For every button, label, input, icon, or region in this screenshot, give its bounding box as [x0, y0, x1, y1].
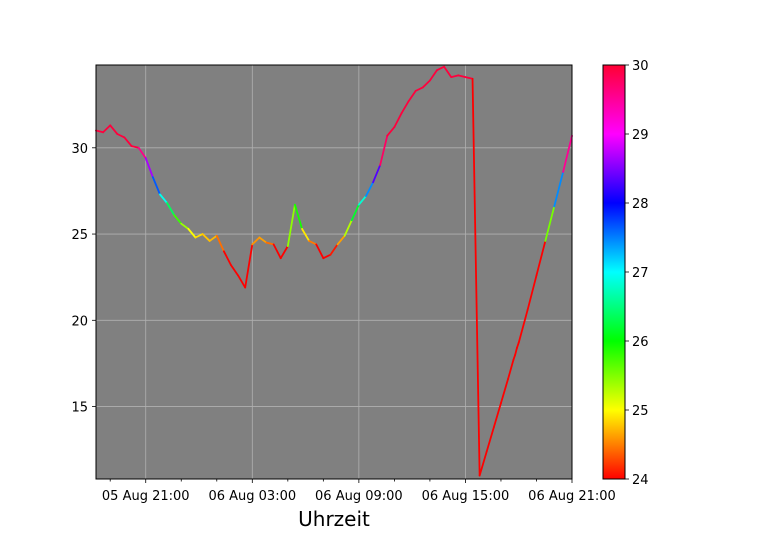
colorbar-tick-label: 26: [632, 335, 649, 350]
series-segment: [485, 426, 495, 453]
series-segment: [265, 241, 275, 246]
series-segment: [315, 243, 325, 260]
series-segment: [123, 136, 133, 147]
series-segment: [336, 234, 346, 246]
series-segment: [102, 124, 112, 134]
x-tick-label: 06 Aug 09:00: [315, 489, 403, 504]
series-segment: [365, 181, 374, 198]
y-tick-label: 30: [71, 142, 88, 157]
series-segment: [464, 76, 474, 80]
colorbar-tick-label: 30: [632, 59, 649, 74]
series-segment: [526, 274, 538, 311]
colorbar: [602, 64, 626, 480]
series-segment: [187, 227, 197, 239]
series-segment: [215, 234, 225, 253]
series-segment: [230, 264, 239, 277]
series-segment: [151, 176, 161, 196]
y-tick-label: 20: [71, 314, 88, 329]
series-segment: [372, 164, 382, 184]
x-tick-label: 06 Aug 21:00: [528, 489, 616, 504]
series-segment: [166, 202, 176, 216]
series-segment: [514, 346, 518, 356]
series-segment: [457, 74, 467, 78]
colorbar-tick-label: 27: [632, 266, 649, 281]
series-segment: [116, 133, 126, 139]
y-tick-label: 15: [71, 401, 88, 416]
x-tick-label: 05 Aug 21:00: [102, 489, 190, 504]
series-segment: [279, 245, 289, 260]
series-segment: [301, 227, 311, 242]
y-tick-label: 25: [71, 228, 88, 243]
series-segment: [180, 222, 190, 230]
series-segment: [272, 243, 282, 260]
series-segment: [386, 126, 396, 137]
plot-frame: [95, 64, 573, 480]
series-segment: [544, 205, 556, 242]
colorbar-axis: 24 25 26 27 28 29 30: [625, 59, 649, 488]
series-segment: [535, 240, 547, 277]
series-segment: [517, 309, 529, 344]
series-segment: [512, 353, 517, 361]
series-segment: [194, 233, 204, 239]
x-tick-label: 06 Aug 15:00: [422, 489, 510, 504]
series-segment: [436, 65, 446, 72]
series-segment: [173, 214, 183, 225]
series-segment: [516, 341, 520, 349]
series-segment: [201, 233, 211, 242]
series-segment: [294, 203, 303, 230]
series-segment: [450, 74, 460, 78]
series-segment: [286, 203, 296, 248]
series-segment: [507, 359, 515, 380]
series-segment: [208, 234, 218, 242]
series-segment: [407, 89, 417, 103]
series-segment: [237, 274, 247, 289]
series-segment: [144, 157, 154, 179]
series-segment: [251, 236, 261, 246]
series-segment: [421, 79, 431, 89]
series-segment: [329, 243, 339, 256]
series-line: [95, 65, 573, 477]
series-segment: [109, 124, 119, 135]
x-tick-label: 06 Aug 03:00: [208, 489, 296, 504]
series-segment: [137, 146, 147, 160]
series-segment: [350, 203, 360, 222]
series-segment: [443, 65, 453, 78]
series-segment: [471, 77, 481, 477]
series-segment: [258, 236, 268, 244]
y-axis: 15 20 25 30: [71, 142, 96, 416]
series-segment: [478, 450, 488, 477]
series-segment: [322, 253, 332, 260]
series-segment: [222, 250, 232, 267]
x-axis: 05 Aug 21:00 06 Aug 03:00 06 Aug 09:00 06 A…: [102, 479, 616, 504]
series-segment: [130, 145, 140, 149]
colorbar-tick-label: 24: [632, 473, 649, 488]
series-segment: [379, 134, 389, 166]
x-axis-title: Uhrzeit: [298, 507, 370, 531]
series-segment: [429, 69, 438, 82]
series-segment: [492, 402, 502, 429]
series-segment: [95, 129, 105, 134]
series-segment: [393, 112, 403, 128]
colorbar-tick-label: 28: [632, 197, 649, 212]
series-segment: [500, 378, 509, 405]
series-segment: [400, 100, 410, 115]
colorbar-tick-label: 25: [632, 404, 649, 419]
series-segment: [414, 86, 424, 92]
series-segment: [357, 195, 367, 206]
series-segment: [553, 171, 565, 208]
series-segment: [562, 134, 573, 173]
series-segment: [308, 240, 318, 246]
series-segment: [343, 219, 353, 237]
series-segment: [159, 193, 168, 204]
series-segment: [244, 243, 254, 289]
colorbar-tick-label: 29: [632, 128, 649, 143]
plot-area: [96, 65, 572, 479]
